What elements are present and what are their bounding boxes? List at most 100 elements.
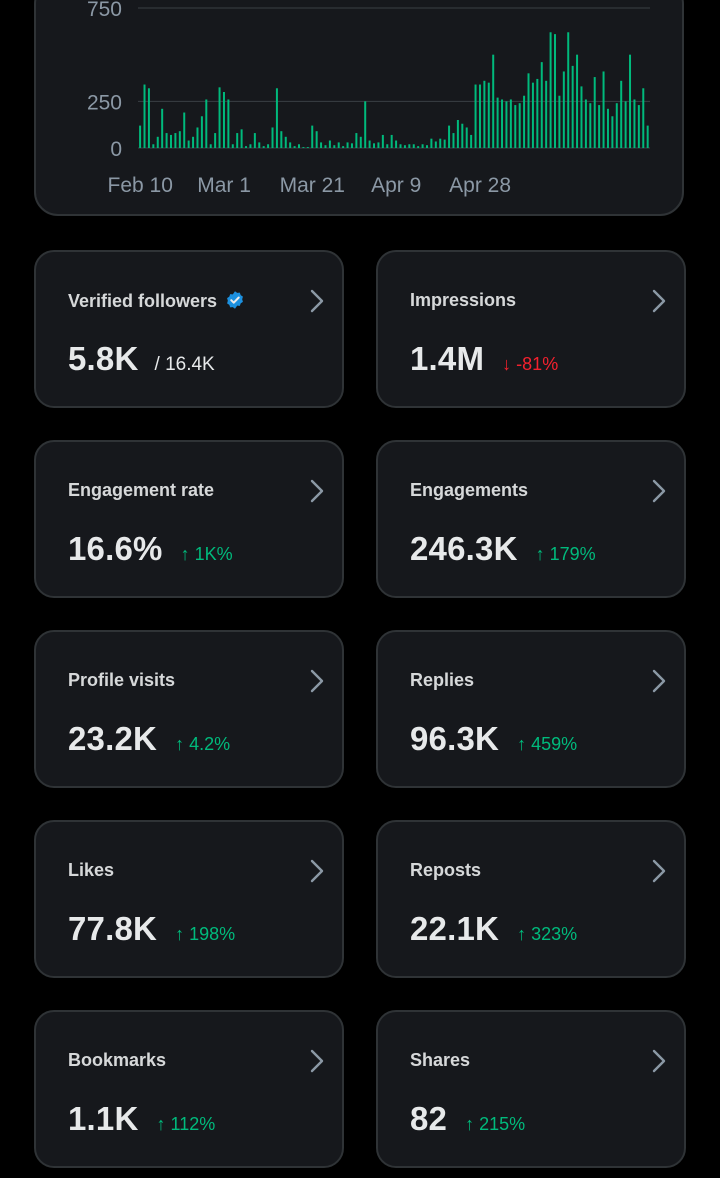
chart-bar[interactable]: [324, 145, 327, 148]
chart-bar[interactable]: [240, 129, 243, 148]
metric-card-replies[interactable]: Replies 96.3K ↑ 459%: [376, 630, 686, 788]
chart-bar[interactable]: [514, 105, 517, 148]
chart-bar[interactable]: [474, 84, 477, 148]
chart-bar[interactable]: [192, 136, 195, 148]
chart-bar[interactable]: [412, 144, 415, 148]
chart-bar[interactable]: [589, 103, 592, 148]
chart-bar[interactable]: [262, 146, 265, 148]
chart-bar[interactable]: [156, 136, 159, 148]
chart-bar[interactable]: [377, 142, 380, 148]
metric-card-profile-visits[interactable]: Profile visits 23.2K ↑ 4.2%: [34, 630, 344, 788]
chart-bar[interactable]: [390, 134, 393, 148]
chart-bar[interactable]: [364, 101, 367, 148]
chart-bar[interactable]: [209, 144, 212, 148]
chart-bar[interactable]: [478, 84, 481, 148]
chart-bar[interactable]: [518, 103, 521, 148]
chart-bar[interactable]: [439, 138, 442, 148]
metric-card-verified-followers[interactable]: Verified followers 5.8K / 16.4K: [34, 250, 344, 408]
metric-card-reposts[interactable]: Reposts 22.1K ↑ 323%: [376, 820, 686, 978]
chart-bar[interactable]: [293, 146, 296, 148]
chart-bar[interactable]: [461, 123, 464, 148]
chart-bar[interactable]: [505, 101, 508, 148]
chart-bar[interactable]: [527, 73, 530, 148]
chart-bar[interactable]: [545, 80, 548, 148]
chart-bar[interactable]: [536, 78, 539, 148]
chart-bar[interactable]: [443, 139, 446, 148]
chart-bar[interactable]: [426, 145, 428, 148]
chevron-right-icon[interactable]: [306, 858, 328, 884]
chart-bar[interactable]: [280, 131, 283, 148]
chart-bar[interactable]: [483, 80, 486, 148]
chart-bar[interactable]: [373, 143, 376, 148]
chart-bar[interactable]: [421, 144, 424, 148]
chart-bar[interactable]: [271, 127, 274, 148]
chart-bar[interactable]: [430, 138, 433, 148]
chart-bar[interactable]: [227, 99, 230, 148]
chart-bar[interactable]: [492, 54, 495, 148]
chart-bar[interactable]: [275, 88, 278, 148]
metric-card-engagements[interactable]: Engagements 246.3K ↑ 179%: [376, 440, 686, 598]
chart-bar[interactable]: [633, 99, 636, 148]
chart-bar[interactable]: [200, 116, 203, 148]
chart-bar[interactable]: [205, 99, 208, 148]
chart-bar[interactable]: [178, 131, 181, 148]
chart-bar[interactable]: [183, 112, 186, 148]
chart-bar[interactable]: [593, 77, 596, 148]
chart-bar[interactable]: [576, 54, 579, 148]
chart-bar[interactable]: [249, 144, 252, 148]
chart-bar[interactable]: [196, 127, 199, 148]
chart-bar[interactable]: [302, 147, 305, 148]
chart-bar[interactable]: [509, 99, 512, 148]
chart-bar[interactable]: [346, 142, 349, 148]
chevron-right-icon[interactable]: [648, 668, 670, 694]
chart-bar[interactable]: [222, 92, 225, 148]
chart-bar[interactable]: [143, 84, 146, 148]
chart-bar[interactable]: [236, 133, 239, 148]
chart-bar[interactable]: [289, 142, 292, 148]
chart-bar[interactable]: [298, 144, 300, 148]
chart-bar[interactable]: [408, 144, 411, 148]
chevron-right-icon[interactable]: [648, 858, 670, 884]
chart-bar[interactable]: [465, 127, 468, 148]
chart-bar[interactable]: [355, 133, 358, 148]
chart-bar[interactable]: [611, 116, 614, 148]
chart-bar[interactable]: [540, 62, 543, 148]
chart-bar[interactable]: [580, 86, 583, 148]
chart-bar[interactable]: [267, 144, 270, 148]
chevron-right-icon[interactable]: [306, 478, 328, 504]
metric-card-likes[interactable]: Likes 77.8K ↑ 198%: [34, 820, 344, 978]
chart-bar[interactable]: [567, 32, 570, 148]
chart-bar[interactable]: [452, 133, 455, 148]
chart-bar[interactable]: [399, 144, 402, 148]
chart-bar[interactable]: [170, 134, 172, 148]
chart-bar[interactable]: [258, 142, 261, 148]
chart-bar[interactable]: [598, 105, 601, 148]
chart-bar[interactable]: [642, 88, 645, 148]
chart-bar[interactable]: [342, 146, 345, 148]
chart-bar[interactable]: [359, 136, 362, 148]
chart-bar[interactable]: [253, 133, 256, 148]
chart-bar[interactable]: [284, 136, 287, 148]
chart-bar[interactable]: [448, 125, 451, 148]
chart-bar[interactable]: [350, 143, 353, 148]
chart-bar[interactable]: [218, 87, 221, 148]
chart-bar[interactable]: [245, 146, 248, 148]
chevron-right-icon[interactable]: [648, 1048, 670, 1074]
chevron-right-icon[interactable]: [306, 668, 328, 694]
chart-bar[interactable]: [602, 71, 605, 148]
chart-bar[interactable]: [620, 80, 623, 148]
chart-bar[interactable]: [554, 34, 556, 148]
chart-bar[interactable]: [501, 99, 504, 148]
chart-bar[interactable]: [562, 71, 565, 148]
chart-bar[interactable]: [571, 65, 574, 148]
chart-bar[interactable]: [311, 125, 314, 148]
chart-bar[interactable]: [624, 101, 627, 148]
chart-bar[interactable]: [320, 142, 323, 148]
chart-bar[interactable]: [214, 133, 217, 148]
chart-bar[interactable]: [606, 108, 609, 148]
chart-bar[interactable]: [629, 54, 632, 148]
chart-bar[interactable]: [315, 131, 318, 148]
chart-bar[interactable]: [187, 140, 190, 148]
chevron-right-icon[interactable]: [648, 288, 670, 314]
chart-bar[interactable]: [231, 144, 234, 148]
